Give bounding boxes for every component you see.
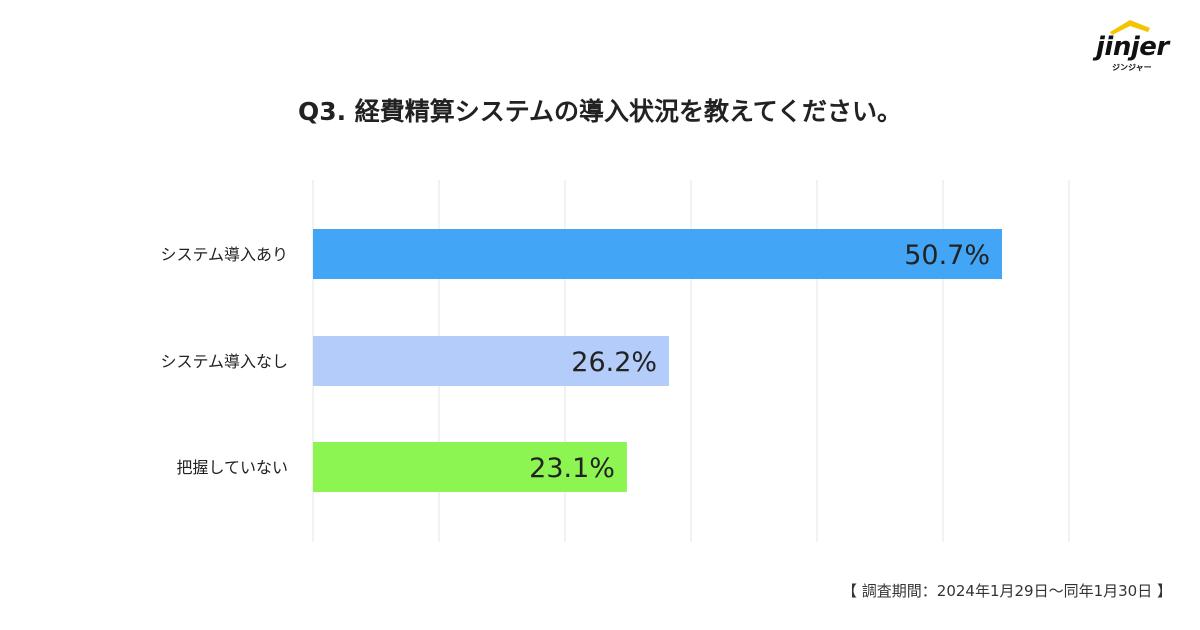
logo-subtext: ジンジャー [1112, 63, 1152, 72]
jinjer-logo: jinjer ジンジャー [1090, 18, 1180, 78]
bar [313, 336, 670, 386]
category-label: システム導入あり [160, 245, 288, 264]
bars [313, 229, 1002, 492]
house-roof-icon [1110, 20, 1150, 35]
category-label: 把握していない [176, 458, 288, 477]
value-label: 50.7% [904, 240, 990, 271]
value-label: 26.2% [571, 347, 657, 378]
bar [313, 229, 1002, 279]
bar [313, 442, 627, 492]
value-labels: 50.7% 26.2% 23.1% [529, 240, 990, 484]
survey-period-note: 【 調査期間：2024年1月29日〜同年1月30日 】 [842, 582, 1172, 600]
category-label: システム導入なし [160, 352, 288, 371]
value-label: 23.1% [529, 453, 615, 484]
logo-wordmark: jinjer [1096, 32, 1169, 62]
chart-title: Q3. 経費精算システムの導入状況を教えてください。 [297, 97, 903, 126]
